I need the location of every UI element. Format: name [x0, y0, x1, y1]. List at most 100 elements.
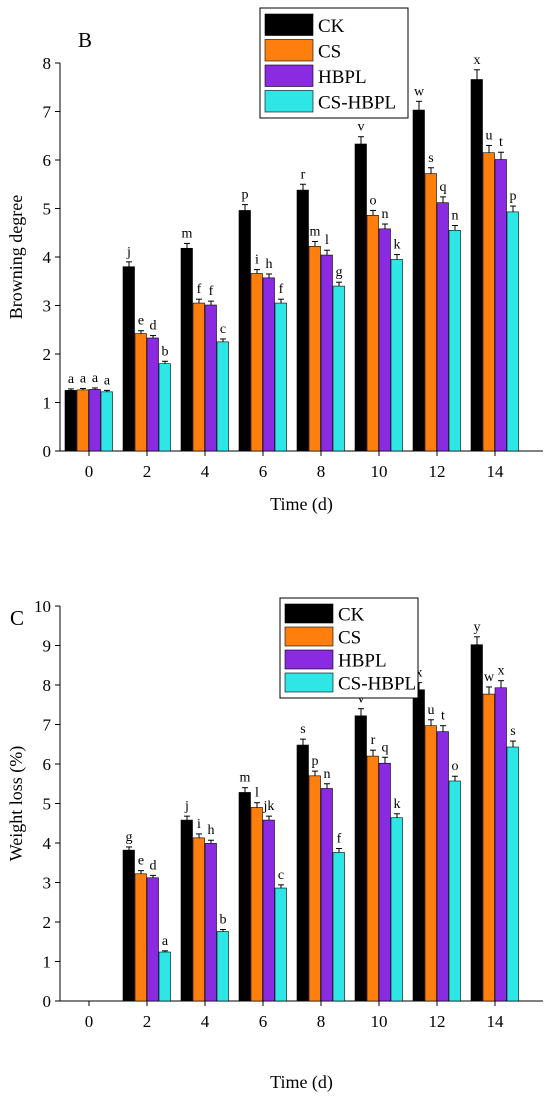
x-axis-title: Time (d) [270, 1072, 333, 1093]
bar [332, 852, 345, 1002]
significance-letter: f [337, 832, 342, 847]
bar [262, 819, 275, 1002]
significance-letter: j [126, 245, 131, 260]
x-tick-label: 14 [487, 1012, 505, 1031]
legend-label: CK [318, 16, 345, 37]
significance-letter: r [301, 167, 306, 182]
x-tick-label: 12 [429, 1012, 446, 1031]
y-tick-label: 8 [43, 676, 52, 695]
x-tick-label: 8 [317, 462, 326, 481]
significance-letter: a [104, 373, 111, 388]
significance-letter: j [184, 799, 189, 814]
significance-letter: y [474, 620, 481, 635]
significance-letter: c [278, 868, 284, 883]
bar [494, 159, 507, 452]
bar [238, 210, 251, 452]
bar [320, 254, 333, 452]
bar [88, 389, 101, 452]
y-tick-label: 3 [43, 297, 52, 316]
legend-swatch [284, 649, 334, 670]
x-tick-label: 6 [259, 1012, 268, 1031]
x-tick-label: 0 [85, 462, 94, 481]
legend-swatch [284, 626, 334, 647]
x-tick-label: 10 [371, 1012, 388, 1031]
bar [192, 837, 205, 1002]
bar [412, 109, 425, 452]
bar [146, 877, 159, 1002]
bar [506, 746, 519, 1002]
significance-letter: w [484, 670, 495, 685]
significance-letter: e [138, 314, 144, 329]
y-tick-label: 0 [43, 992, 52, 1011]
significance-letter: a [162, 934, 169, 949]
significance-letter: q [440, 180, 447, 195]
bar [308, 775, 321, 1002]
legend-label: CS [318, 41, 341, 62]
bar [482, 152, 495, 452]
legend-label: CS-HBPL [338, 674, 416, 695]
significance-letter: f [209, 284, 214, 299]
significance-letter: k [394, 797, 401, 812]
bar [308, 246, 321, 452]
significance-letter: u [486, 128, 493, 143]
x-tick-label: 8 [317, 1012, 326, 1031]
bar [204, 843, 217, 1002]
bar [470, 644, 483, 1002]
x-tick-label: 4 [201, 462, 210, 481]
significance-letter: a [80, 371, 87, 386]
bar [436, 202, 449, 452]
significance-letter: s [428, 151, 433, 166]
significance-letter: s [300, 722, 305, 737]
legend-swatch [264, 39, 314, 62]
bar [204, 304, 217, 452]
significance-letter: q [382, 740, 389, 755]
bar [354, 715, 367, 1002]
significance-letter: a [92, 371, 99, 386]
y-tick-label: 4 [43, 248, 52, 267]
significance-letter: i [255, 253, 259, 268]
bar [238, 792, 251, 1002]
bar [378, 228, 391, 452]
significance-letter: x [498, 664, 505, 679]
significance-letter: s [510, 724, 515, 739]
legend-label: CS [338, 628, 361, 649]
bar [448, 230, 461, 452]
significance-letter: b [220, 913, 227, 928]
bar [262, 277, 275, 452]
y-tick-label: 4 [43, 834, 52, 853]
significance-letter: w [414, 84, 425, 99]
legend-swatch [284, 672, 334, 693]
bar [366, 755, 379, 1002]
significance-letter: h [266, 257, 273, 272]
significance-letter: i [197, 817, 201, 832]
bar [158, 951, 171, 1002]
y-tick-label: 2 [43, 345, 52, 364]
x-tick-label: 2 [143, 462, 152, 481]
y-tick-label: 1 [43, 394, 52, 413]
panel-label: C [10, 606, 24, 630]
bar [296, 744, 309, 1002]
significance-letter: g [336, 265, 343, 280]
y-tick-label: 7 [43, 716, 52, 735]
significance-letter: k [394, 238, 401, 253]
y-axis-title: Browning degree [6, 195, 26, 319]
bar [180, 247, 193, 452]
bar [506, 211, 519, 452]
bar [122, 266, 135, 452]
significance-letter: p [242, 188, 249, 203]
bar [378, 762, 391, 1002]
legend-swatch [264, 90, 314, 113]
significance-letter: l [325, 233, 329, 248]
bar [482, 693, 495, 1002]
y-tick-label: 5 [43, 795, 52, 814]
legend-label: CK [338, 605, 365, 626]
significance-letter: o [452, 759, 459, 774]
legend-swatch [264, 64, 314, 87]
bar [424, 173, 437, 452]
bar [216, 341, 229, 452]
legend-label: HBPL [338, 651, 387, 672]
x-tick-label: 4 [201, 1012, 210, 1031]
bar [250, 273, 263, 452]
